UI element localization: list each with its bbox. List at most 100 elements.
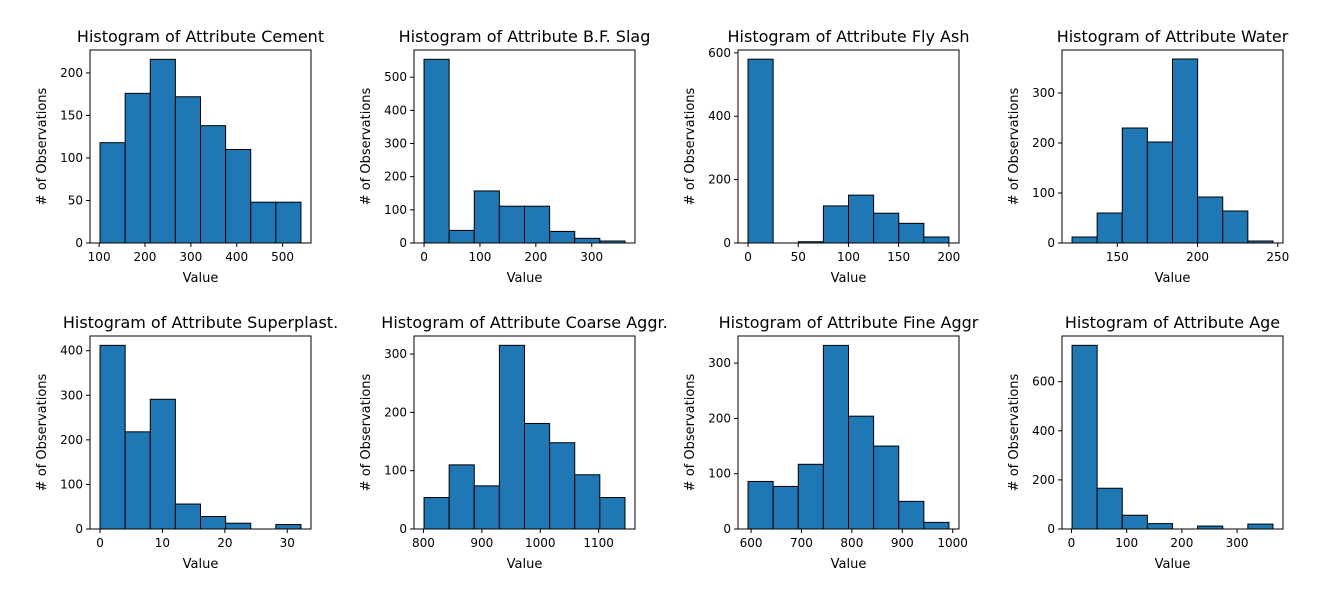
y-tick-label: 200 — [60, 433, 83, 447]
x-axis-label: Value — [507, 557, 543, 572]
x-tick-label: 700 — [790, 536, 813, 550]
x-tick-label: 300 — [179, 250, 202, 264]
x-tick-label: 800 — [840, 536, 863, 550]
y-tick-label: 0 — [399, 522, 407, 536]
bar — [549, 230, 576, 244]
x-tick-label: 10 — [155, 536, 170, 550]
x-tick-label: 1100 — [583, 536, 614, 550]
y-axis-label: # of Observations — [683, 373, 698, 491]
x-axis-label: Value — [831, 557, 867, 572]
chart-title: Histogram of Attribute Age — [1065, 313, 1280, 332]
bar — [275, 524, 302, 530]
bar — [599, 497, 626, 530]
x-axis-label: Value — [831, 271, 867, 286]
x-tick-label: 300 — [580, 250, 603, 264]
y-tick-label: 200 — [708, 411, 731, 425]
y-tick-label: 200 — [384, 170, 407, 184]
y-tick-label: 0 — [723, 236, 731, 250]
x-tick-label: 600 — [740, 536, 763, 550]
bar — [423, 497, 450, 530]
bar — [1071, 236, 1098, 244]
y-tick-label: 200 — [1032, 136, 1055, 150]
x-tick-label: 1000 — [525, 536, 556, 550]
bar — [797, 463, 824, 530]
x-tick-label: 0 — [1068, 536, 1076, 550]
bar — [549, 442, 576, 530]
x-tick-label: 500 — [271, 250, 294, 264]
y-tick-label: 0 — [75, 236, 83, 250]
y-tick-label: 300 — [384, 347, 407, 361]
x-tick-label: 900 — [891, 536, 914, 550]
bar — [498, 205, 525, 244]
chart-title: Histogram of Attribute Fine Aggr — [719, 313, 979, 332]
y-tick-label: 400 — [1032, 424, 1055, 438]
axes-frame — [737, 335, 960, 530]
bar — [574, 474, 601, 530]
bar — [898, 500, 925, 530]
bar — [149, 398, 176, 530]
y-axis-label: # of Observations — [1007, 87, 1022, 205]
bar — [923, 236, 950, 244]
x-tick-label: 100 — [1115, 536, 1138, 550]
y-axis-label: # of Observations — [35, 373, 50, 491]
bar — [275, 201, 302, 244]
bar — [174, 503, 202, 530]
x-axis-label: Value — [1155, 271, 1191, 286]
bar — [1172, 58, 1199, 244]
x-axis-label: Value — [183, 557, 219, 572]
y-tick-label: 300 — [384, 137, 407, 151]
y-tick-label: 100 — [1032, 186, 1055, 200]
bar — [1222, 210, 1249, 244]
y-tick-label: 100 — [384, 464, 407, 478]
x-tick-label: 200 — [134, 250, 157, 264]
y-tick-label: 0 — [1047, 236, 1055, 250]
bar — [174, 96, 202, 244]
x-tick-label: 200 — [1170, 536, 1193, 550]
axes-frame — [89, 335, 312, 530]
bar — [524, 205, 551, 244]
x-tick-label: 150 — [1106, 250, 1129, 264]
x-tick-label: 250 — [1266, 250, 1289, 264]
x-axis-label: Value — [1155, 557, 1191, 572]
bar — [1146, 141, 1173, 244]
bar — [124, 431, 151, 530]
bar — [822, 205, 849, 244]
y-axis-label: # of Observations — [359, 87, 374, 205]
axes-frame — [1061, 335, 1284, 530]
bar — [1121, 127, 1148, 244]
y-tick-label: 100 — [708, 467, 731, 481]
y-axis-label: # of Observations — [359, 373, 374, 491]
bar — [99, 142, 126, 244]
chart-title: Histogram of Attribute Coarse Aggr. — [381, 313, 667, 332]
y-tick-label: 400 — [708, 109, 731, 123]
axes-frame — [413, 49, 636, 244]
chart-title: Histogram of Attribute Fly Ash — [728, 27, 970, 46]
bar — [149, 58, 176, 244]
x-tick-label: 900 — [470, 536, 493, 550]
y-tick-label: 100 — [60, 477, 83, 491]
y-tick-label: 200 — [1032, 473, 1055, 487]
y-tick-label: 300 — [60, 388, 83, 402]
bar — [200, 125, 227, 244]
x-tick-label: 400 — [225, 250, 248, 264]
x-tick-label: 100 — [837, 250, 860, 264]
x-tick-label: 300 — [1226, 536, 1249, 550]
bar — [747, 58, 774, 244]
bar — [524, 422, 551, 530]
y-tick-label: 0 — [75, 522, 83, 536]
x-tick-label: 0 — [96, 536, 104, 550]
bar — [99, 344, 126, 530]
y-tick-label: 400 — [384, 103, 407, 117]
bar — [473, 190, 500, 244]
x-tick-label: 150 — [887, 250, 910, 264]
x-tick-label: 200 — [937, 250, 960, 264]
axes-frame — [1061, 49, 1284, 244]
x-tick-label: 1000 — [937, 536, 968, 550]
axes-frame — [89, 49, 312, 244]
bar — [747, 480, 774, 530]
y-tick-label: 500 — [384, 70, 407, 84]
y-tick-label: 200 — [384, 405, 407, 419]
y-tick-label: 600 — [708, 46, 731, 60]
x-tick-label: 200 — [1186, 250, 1209, 264]
bar — [848, 194, 875, 244]
